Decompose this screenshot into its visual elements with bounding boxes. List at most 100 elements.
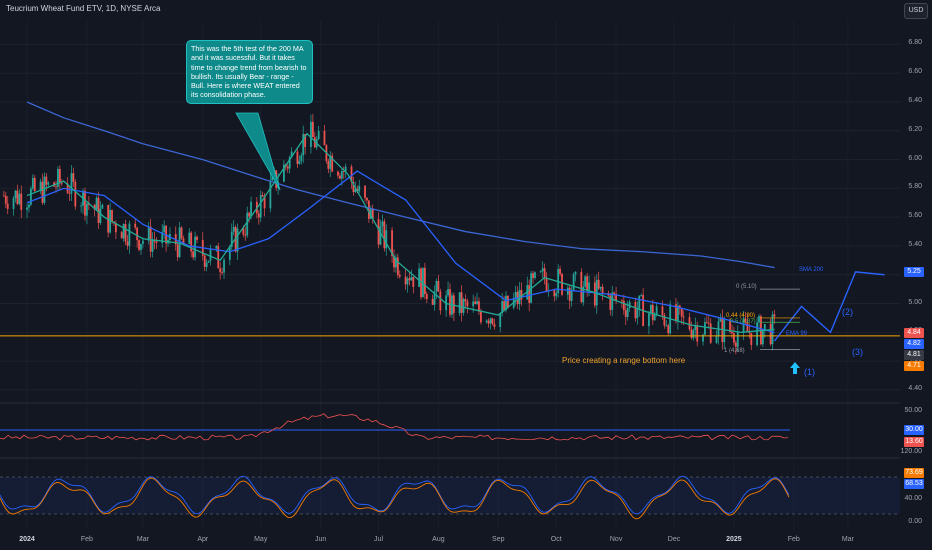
sma200-label: SMA 200 xyxy=(799,267,824,273)
candle-body xyxy=(719,317,722,322)
candle-body xyxy=(744,318,747,323)
candle-body xyxy=(207,260,210,263)
candle-body xyxy=(541,268,544,272)
fib-382-label: 0.44 (4.90) xyxy=(726,313,756,319)
candle-body xyxy=(491,318,494,325)
range-bottom-note[interactable]: Price creating a range bottom here xyxy=(562,356,686,365)
candle-body xyxy=(622,300,625,311)
candle-body xyxy=(528,285,531,303)
candle-body xyxy=(151,239,154,252)
candle-body xyxy=(203,255,206,267)
candle-body xyxy=(228,246,231,260)
candle-body xyxy=(33,177,36,192)
candle-body xyxy=(733,333,735,343)
candle-body xyxy=(398,274,401,277)
candle-body xyxy=(296,151,299,164)
candle-body xyxy=(487,320,490,324)
wave-3-label: (3) xyxy=(852,347,863,357)
candle-body xyxy=(640,294,643,296)
candle-body xyxy=(364,185,366,198)
candle-body xyxy=(339,175,341,179)
candle-body xyxy=(161,231,164,244)
candle-body xyxy=(215,246,218,249)
candle-body xyxy=(26,207,28,210)
candle-body xyxy=(111,209,113,222)
osc-tick-label: 50.00 xyxy=(904,407,922,414)
candle-body xyxy=(47,182,50,185)
candle-body xyxy=(626,308,629,317)
candle-body xyxy=(283,164,285,182)
candle-body xyxy=(2,195,5,197)
candle-body xyxy=(520,289,523,300)
candle-body xyxy=(337,171,339,176)
candle-body xyxy=(570,290,573,301)
candle-body xyxy=(250,201,252,217)
x-tick-label: Jul xyxy=(374,536,384,543)
candle-body xyxy=(682,316,685,318)
candle-body xyxy=(651,304,654,321)
annotation-callout[interactable]: This was the 5th test of the 200 MA and … xyxy=(186,40,313,104)
candle-body xyxy=(648,313,650,327)
candle-body xyxy=(584,276,587,287)
candle-body xyxy=(383,221,386,249)
x-tick-label: Feb xyxy=(787,536,800,543)
candle-body xyxy=(219,268,222,273)
x-tick-label: Apr xyxy=(197,536,209,543)
candle-body xyxy=(176,244,179,258)
candle-body xyxy=(223,259,225,273)
candle-body xyxy=(99,208,102,223)
candle-body xyxy=(678,305,681,309)
candle-body xyxy=(545,278,548,292)
candle-body xyxy=(694,325,697,331)
candle-body xyxy=(476,301,478,305)
candle-body xyxy=(114,222,117,233)
candle-body xyxy=(298,160,301,164)
candle-body xyxy=(72,173,75,182)
candle-body xyxy=(12,198,15,209)
candle-body xyxy=(31,177,34,189)
candle-body xyxy=(514,291,517,299)
fib-5-label: 0.5 (4.87) xyxy=(730,319,756,325)
y-tick-label: 5.00 xyxy=(908,298,922,306)
candle-body xyxy=(58,169,61,183)
candle-body xyxy=(731,331,733,334)
candle-body xyxy=(431,298,434,305)
candle-body xyxy=(435,281,438,292)
candle-body xyxy=(478,301,480,312)
candle-body xyxy=(690,329,693,338)
candle-body xyxy=(447,289,449,296)
x-tick-label: Aug xyxy=(432,536,445,543)
candle-body xyxy=(624,310,627,317)
candle-body xyxy=(599,286,602,289)
candle-body xyxy=(66,183,69,193)
currency-button[interactable]: USD xyxy=(904,3,928,19)
moving-average-line xyxy=(26,132,775,333)
ma-price-tag: 4.82 xyxy=(904,339,924,349)
candle-body xyxy=(665,325,668,327)
candle-body xyxy=(634,301,637,319)
candles xyxy=(2,113,776,355)
candle-body xyxy=(178,227,181,258)
candle-body xyxy=(147,226,150,241)
fib-1-label: 1 (4.68) xyxy=(724,348,745,354)
candle-body xyxy=(423,267,426,294)
x-tick-label: Mar xyxy=(136,536,149,543)
fib-0-label: 0 (5.10) xyxy=(736,284,757,290)
y-tick-label: 6.60 xyxy=(908,68,922,76)
x-tick-label: Jun xyxy=(314,536,327,543)
candle-body xyxy=(433,291,436,305)
candle-body xyxy=(311,121,314,138)
candle-body xyxy=(367,200,370,219)
candle-body xyxy=(593,282,596,306)
candle-body xyxy=(310,121,312,148)
candle-body xyxy=(379,226,382,245)
x-tick-label: Mar xyxy=(841,536,854,543)
candle-body xyxy=(406,278,409,285)
candle-body xyxy=(329,155,332,169)
candle-body xyxy=(385,230,388,249)
candle-body xyxy=(126,241,129,246)
candle-body xyxy=(412,276,415,287)
candle-body xyxy=(688,317,691,330)
wave-2-label: (2) xyxy=(842,307,853,317)
